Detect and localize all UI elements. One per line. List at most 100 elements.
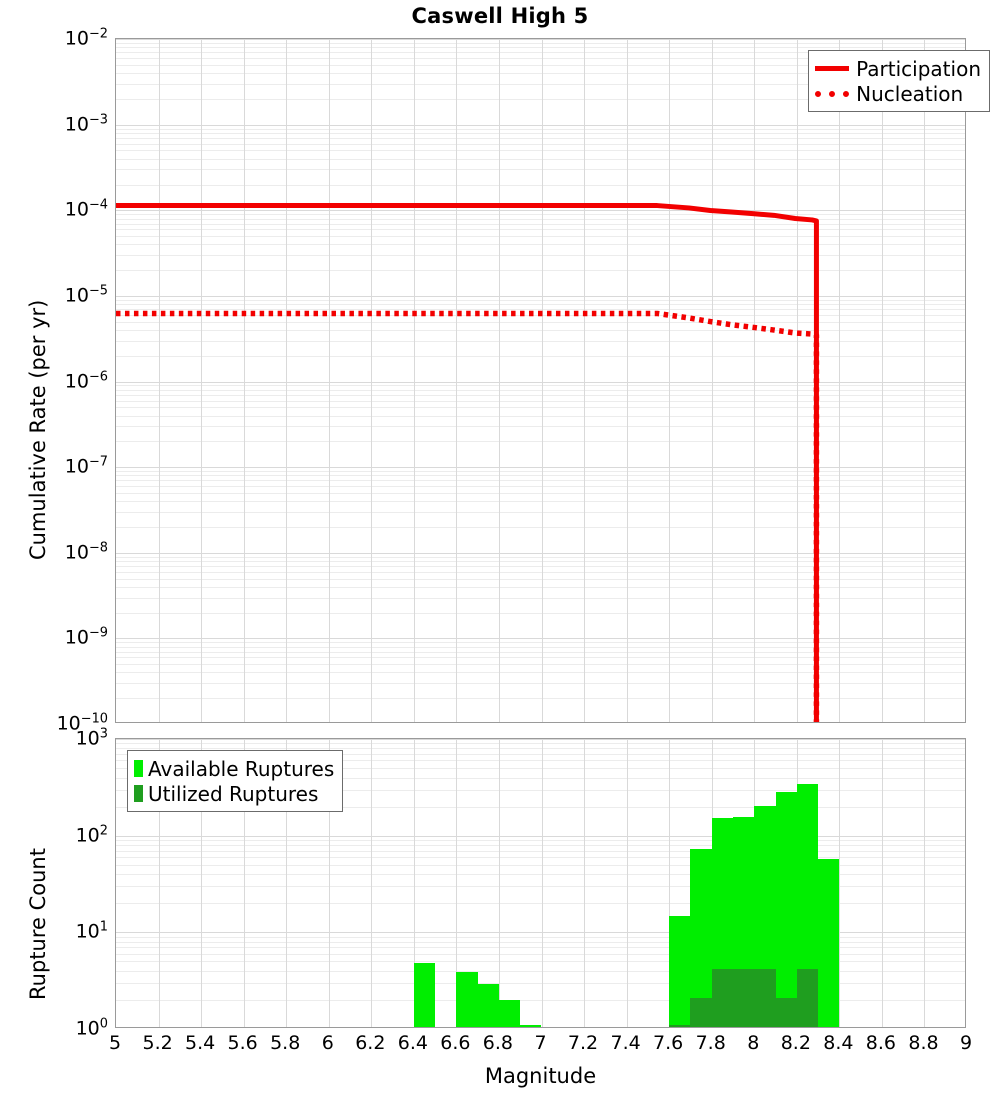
bar-available bbox=[413, 962, 436, 1027]
gridline-minor bbox=[116, 850, 965, 852]
x-tick-label: 5 bbox=[108, 1032, 122, 1054]
gridline bbox=[116, 739, 965, 740]
gridline bbox=[116, 835, 965, 837]
gridline-minor bbox=[116, 73, 965, 75]
gridline bbox=[669, 739, 671, 1027]
bar-available bbox=[520, 1025, 542, 1027]
top-y-axis-title: Cumulative Rate (per yr) bbox=[26, 299, 50, 560]
legend-item-available: Available Ruptures bbox=[134, 756, 334, 781]
gridline-minor bbox=[116, 982, 965, 984]
x-tick-label: 6.8 bbox=[482, 1032, 513, 1054]
legend-label-utilized: Utilized Ruptures bbox=[148, 781, 319, 806]
bar-utilized bbox=[669, 1025, 691, 1027]
bar-available bbox=[711, 818, 733, 1027]
gridline-minor bbox=[116, 64, 965, 66]
bar-utilized bbox=[690, 997, 712, 1027]
gridline bbox=[243, 739, 245, 1027]
participation-line-icon bbox=[815, 66, 850, 71]
y-tick-label: 10−9 bbox=[64, 625, 108, 650]
bar-utilized bbox=[796, 968, 819, 1027]
y-tick-label: 10−2 bbox=[64, 26, 108, 50]
bar-utilized bbox=[733, 968, 755, 1027]
gridline-minor bbox=[116, 760, 965, 762]
bar-utilized bbox=[754, 968, 776, 1027]
legend-label-available: Available Ruptures bbox=[148, 756, 335, 781]
gridline-minor bbox=[116, 845, 965, 846]
available-swatch-icon bbox=[134, 760, 143, 777]
x-axis-title: Magnitude bbox=[484, 1064, 597, 1088]
gridline-minor bbox=[116, 953, 965, 955]
gridline-minor bbox=[116, 150, 965, 152]
gridline-minor bbox=[116, 840, 965, 842]
gridline bbox=[158, 739, 160, 1027]
gridline-minor bbox=[116, 748, 965, 750]
gridline bbox=[711, 739, 713, 1027]
gridline-minor bbox=[116, 58, 965, 59]
legend-label-nucleation: Nucleation bbox=[856, 81, 964, 106]
legend-item-utilized: Utilized Ruptures bbox=[134, 781, 334, 806]
y-tick-label: 10−5 bbox=[64, 283, 108, 307]
nucleation-line-icon bbox=[815, 90, 850, 97]
gridline-minor bbox=[116, 143, 965, 145]
legend-label-participation: Participation bbox=[856, 56, 981, 81]
bar-available bbox=[733, 816, 755, 1027]
x-tick-label: 7.2 bbox=[567, 1032, 599, 1054]
gridline bbox=[371, 39, 373, 722]
x-tick-label: 6.4 bbox=[397, 1032, 428, 1054]
gridline bbox=[754, 39, 756, 722]
gridline bbox=[839, 39, 841, 722]
x-tick-label: 7.4 bbox=[610, 1032, 641, 1054]
gridline bbox=[584, 39, 586, 722]
bar-available bbox=[754, 805, 776, 1027]
x-tick-label: 7.8 bbox=[695, 1032, 726, 1054]
gridline bbox=[158, 39, 160, 722]
gridline bbox=[626, 739, 628, 1027]
gridline-minor bbox=[116, 47, 965, 49]
gridline-minor bbox=[116, 999, 965, 1001]
x-tick-label: 6.2 bbox=[355, 1032, 386, 1054]
gridline bbox=[499, 39, 500, 722]
legend-item-participation: Participation bbox=[815, 56, 981, 81]
x-tick-label: 5.2 bbox=[142, 1032, 173, 1054]
gridline bbox=[328, 739, 330, 1027]
gridline bbox=[711, 39, 713, 722]
utilized-swatch-icon bbox=[134, 785, 143, 802]
gridline bbox=[881, 739, 883, 1027]
gridline bbox=[754, 739, 756, 1027]
rupture-legend: Available Ruptures Utilized Ruptures bbox=[127, 750, 344, 812]
x-tick-label: 5.8 bbox=[270, 1032, 301, 1054]
gridline-minor bbox=[116, 886, 965, 888]
gridline-minor bbox=[116, 128, 965, 130]
x-tick-label: 8.8 bbox=[908, 1032, 939, 1054]
rupture-count-plot: Available Ruptures Utilized Ruptures bbox=[115, 738, 966, 1028]
gridline bbox=[328, 39, 330, 722]
gridline-minor bbox=[116, 743, 965, 745]
gridline bbox=[286, 739, 288, 1027]
x-tick-label: 8.2 bbox=[780, 1032, 811, 1054]
x-tick-label: 9 bbox=[959, 1032, 973, 1054]
gridline bbox=[116, 124, 965, 126]
gridline-minor bbox=[116, 806, 965, 808]
y-tick-label: 102 bbox=[75, 823, 108, 847]
gridline bbox=[839, 739, 841, 1027]
y-tick-label: 10−10 bbox=[56, 711, 108, 735]
gridline bbox=[201, 739, 203, 1027]
gridline-minor bbox=[116, 754, 965, 755]
gridline bbox=[669, 39, 671, 722]
x-tick-label: 5.6 bbox=[227, 1032, 258, 1054]
bar-available bbox=[818, 858, 840, 1027]
gridline-minor bbox=[116, 970, 965, 972]
gridline bbox=[541, 39, 543, 722]
x-tick-label: 6.6 bbox=[440, 1032, 471, 1054]
rate-legend: Participation Nucleation bbox=[808, 50, 990, 112]
gridline-minor bbox=[116, 789, 965, 791]
gridline bbox=[116, 932, 965, 934]
bar-utilized bbox=[711, 968, 733, 1027]
x-tick-label: 8 bbox=[747, 1032, 760, 1054]
y-tick-label: 103 bbox=[75, 726, 108, 750]
gridline bbox=[796, 739, 798, 1027]
x-tick-label: 7 bbox=[534, 1032, 547, 1054]
y-tick-label: 10−6 bbox=[64, 368, 108, 393]
gridline bbox=[924, 739, 926, 1027]
y-tick-label: 10−8 bbox=[64, 540, 108, 564]
